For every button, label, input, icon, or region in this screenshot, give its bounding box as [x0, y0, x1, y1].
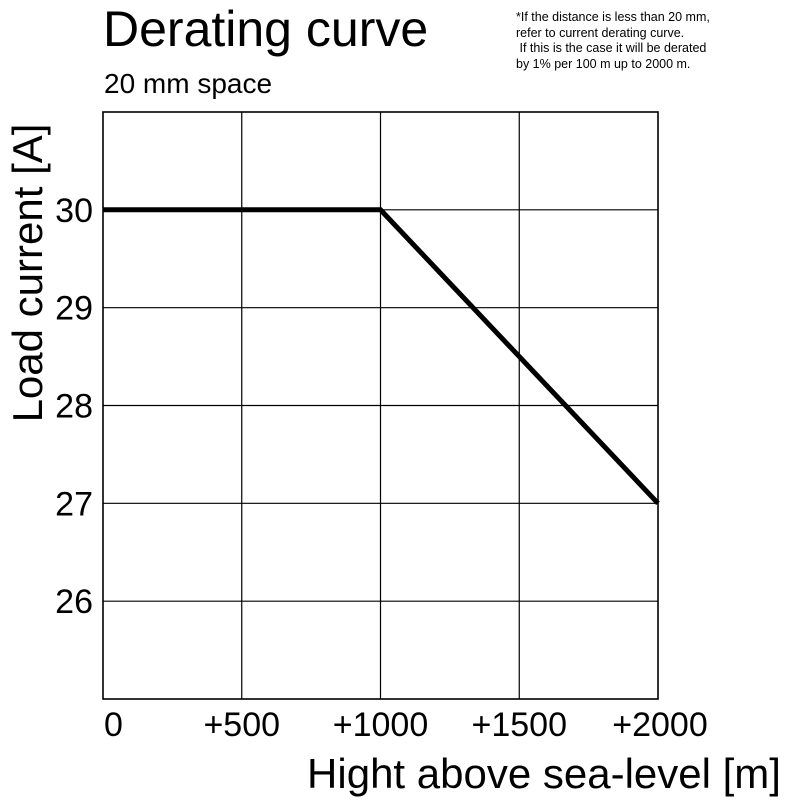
y-tick-label: 27 — [55, 485, 93, 523]
y-tick-label: 26 — [55, 583, 93, 621]
footnote-line: by 1% per 100 m up to 2000 m. — [516, 56, 691, 71]
footnote: *If the distance is less than 20 mm, ref… — [516, 10, 710, 72]
x-tick-label: +500 — [203, 706, 280, 744]
footnote-line: If this is the case it will be derated — [516, 41, 707, 55]
chart-subtitle: 20 mm space — [104, 68, 273, 99]
y-axis-label: Load current [A] — [4, 124, 51, 423]
x-tick-label: +1500 — [472, 706, 568, 744]
series-line — [103, 207, 660, 506]
footnote-line: *If the distance is less than 20 mm, — [516, 10, 710, 24]
footnote-line: refer to current derating curve. — [516, 25, 685, 40]
x-tick-label: +2000 — [612, 706, 708, 744]
y-tick-label: 30 — [55, 192, 93, 230]
chart-title: Derating curve — [103, 1, 429, 57]
x-tick-label: +1000 — [333, 706, 429, 744]
x-axis-label: Hight above sea-level [m] — [307, 750, 781, 797]
y-tick-label: 29 — [55, 290, 93, 328]
x-tick-label: 0 — [104, 706, 123, 744]
y-tick-label: 28 — [55, 388, 93, 426]
